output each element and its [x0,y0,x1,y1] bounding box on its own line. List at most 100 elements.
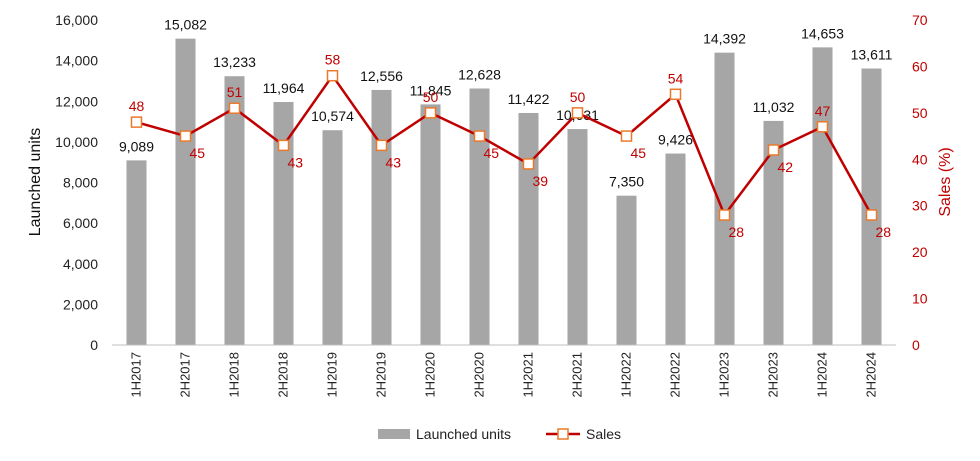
sales-labels: 48 45 51 43 58 43 50 45 39 50 45 54 28 42 47 28 [129,52,892,240]
bars [126,38,882,346]
y2-tick-label: 50 [912,105,928,121]
sales-marker [718,209,731,221]
sales-line-group [130,69,878,221]
bar [518,112,539,345]
category-label: 1H2018 [227,352,242,398]
sales-marker [571,107,584,119]
bar [616,195,637,345]
category-label: 1H2021 [521,352,536,398]
y-tick-label: 2,000 [63,296,98,312]
bar [371,89,392,345]
sales-value-label: 47 [815,103,831,119]
category-label: 1H2017 [129,352,144,398]
bar-value-label: 11,964 [263,80,305,96]
y-tick-label: 16,000 [55,12,98,28]
sales-marker [669,88,682,101]
legend-line-marker [557,428,569,440]
bar-labels: 9,089 15,082 13,233 11,964 10,574 12,556 11,84… [119,17,893,190]
category-label: 2H2018 [276,352,291,398]
y-tick-label: 8,000 [63,175,98,191]
sales-value-label: 45 [190,145,206,161]
bar-value-label: 9,089 [119,138,154,154]
sales-marker [179,130,192,142]
y-tick-label: 4,000 [63,256,98,272]
sales-value-label: 43 [386,154,402,170]
right-axis-ticks: 0 10 20 30 40 50 60 70 [912,12,928,353]
sales-marker [424,107,437,119]
y2-tick-label: 40 [912,151,928,167]
bar-value-label: 7,350 [609,174,644,190]
sales-value-label: 28 [729,224,745,240]
sales-value-label: 50 [423,89,439,105]
sales-value-label: 51 [227,84,243,100]
bar [175,38,196,345]
legend: Launched units Sales [378,426,621,442]
bar [420,104,441,345]
bar [763,120,784,345]
sales-value-label: 45 [631,145,647,161]
bar [812,47,833,346]
sales-value-label: 43 [288,154,304,170]
category-label: 1H2022 [619,352,634,398]
bar-value-label: 11,845 [410,82,452,98]
bar-value-label: 14,653 [801,25,844,41]
sales-marker [130,116,143,128]
sales-value-label: 54 [668,70,684,86]
bar-value-label: 13,611 [851,47,893,63]
sales-marker [767,144,780,156]
category-label: 2H2017 [178,352,193,398]
category-labels: 1H2017 2H2017 1H2018 2H2018 1H2019 2H2019 1H20… [129,352,879,398]
bar [567,129,588,345]
bar-value-label: 14,392 [703,31,746,47]
sales-value-label: 48 [129,98,145,114]
sales-marker [473,130,486,142]
bar [665,153,686,345]
sales-line [136,74,873,217]
legend-bar-swatch [378,429,410,439]
category-label: 1H2023 [717,352,732,398]
sales-value-label: 39 [533,173,549,189]
sales-marker [277,139,290,152]
y2-tick-label: 70 [912,12,928,28]
bar-value-label: 12,628 [458,66,501,82]
bar-value-label: 10,574 [311,108,354,124]
bar-value-label: 9,426 [658,132,693,148]
sales-marker [620,130,633,142]
legend-line-label: Sales [586,426,621,442]
bar-value-label: 12,556 [360,68,403,84]
y2-tick-label: 0 [912,337,920,353]
y2-tick-label: 10 [912,291,928,307]
category-label: 1H2019 [325,352,340,398]
y-axis-title: Launched units [27,128,44,237]
sales-marker [816,121,829,133]
y-tick-label: 14,000 [55,53,98,69]
y-tick-label: 6,000 [63,215,98,231]
sales-value-label: 45 [484,145,500,161]
y-tick-label: 0 [90,337,98,353]
y-tick-label: 12,000 [55,93,98,109]
category-label: 2H2020 [472,352,487,398]
sales-value-label: 28 [876,224,892,240]
y-tick-label: 10,000 [55,134,98,150]
category-label: 1H2020 [423,352,438,398]
bar [273,101,294,345]
category-label: 1H2024 [815,352,830,398]
category-label: 2H2022 [668,352,683,398]
bar [322,130,343,345]
sales-marker [375,139,388,152]
y2-tick-label: 20 [912,244,928,260]
bar [126,160,147,345]
sales-marker [228,102,241,114]
category-label: 2H2023 [766,352,781,398]
bar-value-label: 13,233 [213,54,256,70]
y2-tick-label: 30 [912,198,928,214]
bar-value-label: 11,422 [508,91,550,107]
y2-axis-title: Sales (%) [937,147,954,216]
sales-value-label: 42 [778,159,794,175]
sales-marker [865,209,878,221]
category-label: 2H2019 [374,352,389,398]
sales-value-label: 50 [570,89,586,105]
bar [224,76,245,346]
y2-tick-label: 60 [912,58,928,74]
